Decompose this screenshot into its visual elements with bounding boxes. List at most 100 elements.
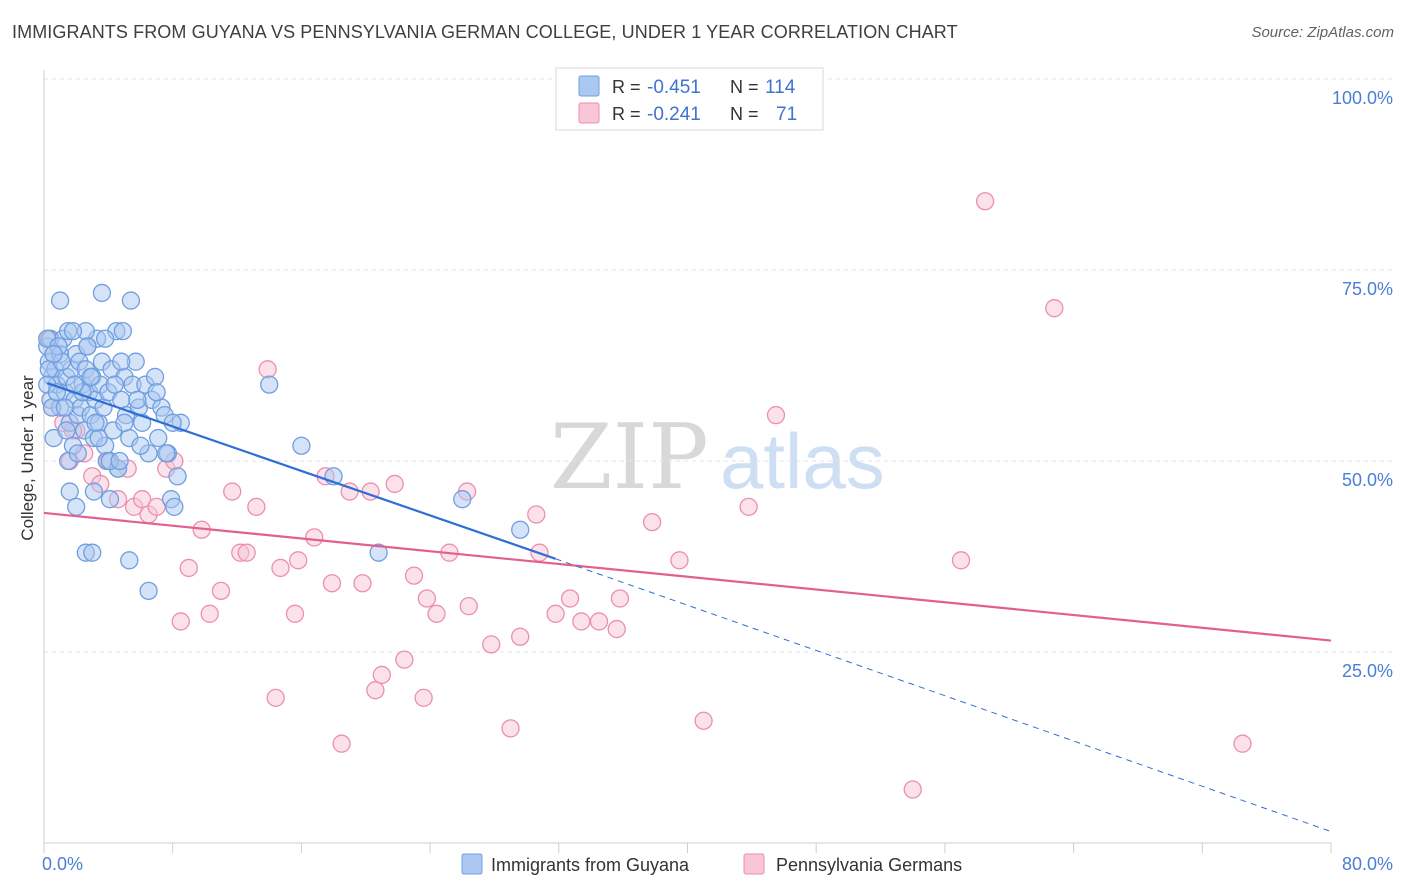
series-legend: Immigrants from Guyana Pennsylvania Germ… — [461, 853, 962, 875]
y-tick-label-25: 25.0% — [1342, 661, 1393, 681]
guyana-point — [453, 490, 472, 509]
guyana-point — [67, 497, 86, 516]
pink-n-label: N = — [730, 104, 759, 124]
pa-german-point — [322, 574, 342, 593]
pa-german-point — [417, 589, 437, 608]
guyana-point — [57, 421, 76, 440]
pa-german-point — [332, 734, 351, 753]
guyana-trend-extension — [555, 558, 1332, 833]
pa-german-point — [527, 505, 546, 524]
pa-german-point — [289, 551, 308, 570]
guyana-point — [157, 444, 176, 463]
guyana-point — [105, 375, 124, 394]
pa-german-point — [247, 497, 266, 516]
guyana-point — [511, 520, 530, 539]
pa-german-point — [951, 551, 971, 570]
guyana-point — [131, 436, 150, 455]
pa-german-point — [223, 482, 242, 501]
gridlines — [44, 78, 1393, 653]
pink-r-label: R = — [612, 104, 641, 124]
pa-german-point — [572, 612, 591, 631]
y-tick-label-75: 75.0% — [1342, 279, 1393, 299]
guyana-point — [168, 467, 187, 486]
pa-german-point — [1045, 299, 1064, 318]
pa-german-point — [305, 528, 324, 547]
guyana-point — [292, 436, 311, 455]
stats-legend-box — [555, 67, 824, 131]
pa-german-point — [266, 688, 285, 707]
guyana-point — [89, 428, 108, 448]
guyana-trend-line — [46, 382, 556, 560]
x-tick-label-max: 80.0% — [1342, 854, 1393, 874]
guyana-point — [68, 444, 87, 463]
blue-r-value: -0.451 — [647, 77, 701, 98]
guyana-point — [112, 352, 131, 371]
pa-german-point — [501, 719, 520, 738]
y-tick-label-50: 50.0% — [1342, 470, 1393, 490]
pa-german-point — [385, 474, 404, 494]
pa-german-point — [285, 604, 305, 623]
guyana-point — [100, 490, 120, 509]
pa-german-point — [766, 406, 786, 425]
legend-pa-german-swatch — [743, 853, 765, 875]
pa-german-point — [237, 543, 256, 562]
pa-german-point — [211, 581, 231, 601]
y-axis-title: College, Under 1 year — [18, 375, 37, 541]
guyana-point — [369, 543, 388, 562]
pa-german-point — [404, 566, 424, 585]
stats-legend: R = -0.451 N = 114 R = -0.241 N = 71 — [555, 67, 824, 131]
legend-guyana-label: Immigrants from Guyana — [491, 855, 690, 875]
watermark-atlas: atlas — [720, 417, 885, 505]
pa-german-point — [607, 619, 626, 639]
guyana-point — [128, 390, 147, 410]
guyana-point — [81, 367, 100, 387]
pa-german-point — [258, 360, 277, 379]
pa-german-point — [459, 597, 478, 616]
pa-german-point — [482, 635, 501, 654]
pa-german-point — [642, 512, 662, 532]
guyana-point — [149, 428, 168, 448]
guyana-point — [92, 283, 112, 303]
guyana-point — [115, 413, 134, 432]
pa-german-point — [903, 780, 922, 799]
legend-guyana-swatch — [461, 853, 483, 875]
guyana-point — [63, 321, 83, 341]
pa-german-point — [560, 589, 580, 608]
pink-n-value: 71 — [776, 104, 797, 125]
pa-german-point — [353, 574, 372, 593]
pink-r-value: -0.241 — [647, 104, 701, 125]
watermark: ZIP atlas — [550, 405, 885, 510]
pa-german-point — [271, 558, 290, 578]
guyana-point — [113, 321, 132, 341]
guyana-point — [86, 413, 105, 432]
pink-swatch — [578, 102, 600, 124]
blue-n-value: 114 — [765, 77, 796, 98]
x-tick-label-min: 0.0% — [42, 854, 83, 874]
pa-german-point — [1233, 734, 1252, 753]
pa-german-point — [171, 612, 190, 631]
guyana-point — [121, 291, 141, 310]
blue-swatch — [578, 75, 600, 97]
pa-german-point — [372, 665, 391, 685]
y-tick-labels: 100.0% 75.0% 50.0% 25.0% — [1332, 88, 1393, 681]
pa-german-point — [366, 681, 385, 700]
pa-german-point — [589, 612, 609, 631]
pa-german-point — [179, 558, 198, 578]
guyana-points — [38, 283, 530, 601]
pa-german-trend-line — [43, 511, 1332, 642]
pa-german-point — [511, 627, 530, 646]
guyana-point — [110, 451, 129, 471]
guyana-point — [95, 329, 115, 348]
guyana-point — [55, 398, 75, 417]
x-axis-ticks — [43, 843, 1332, 853]
pa-german-point — [200, 604, 219, 623]
pa-german-point — [610, 589, 630, 608]
guyana-point — [83, 543, 102, 562]
pa-german-point — [427, 604, 446, 623]
pa-german-point — [739, 497, 758, 516]
source-credit: Source: ZipAtlas.com — [1251, 24, 1394, 41]
pa-german-point — [414, 688, 433, 707]
pa-german-point — [670, 551, 689, 570]
guyana-point — [139, 581, 158, 601]
